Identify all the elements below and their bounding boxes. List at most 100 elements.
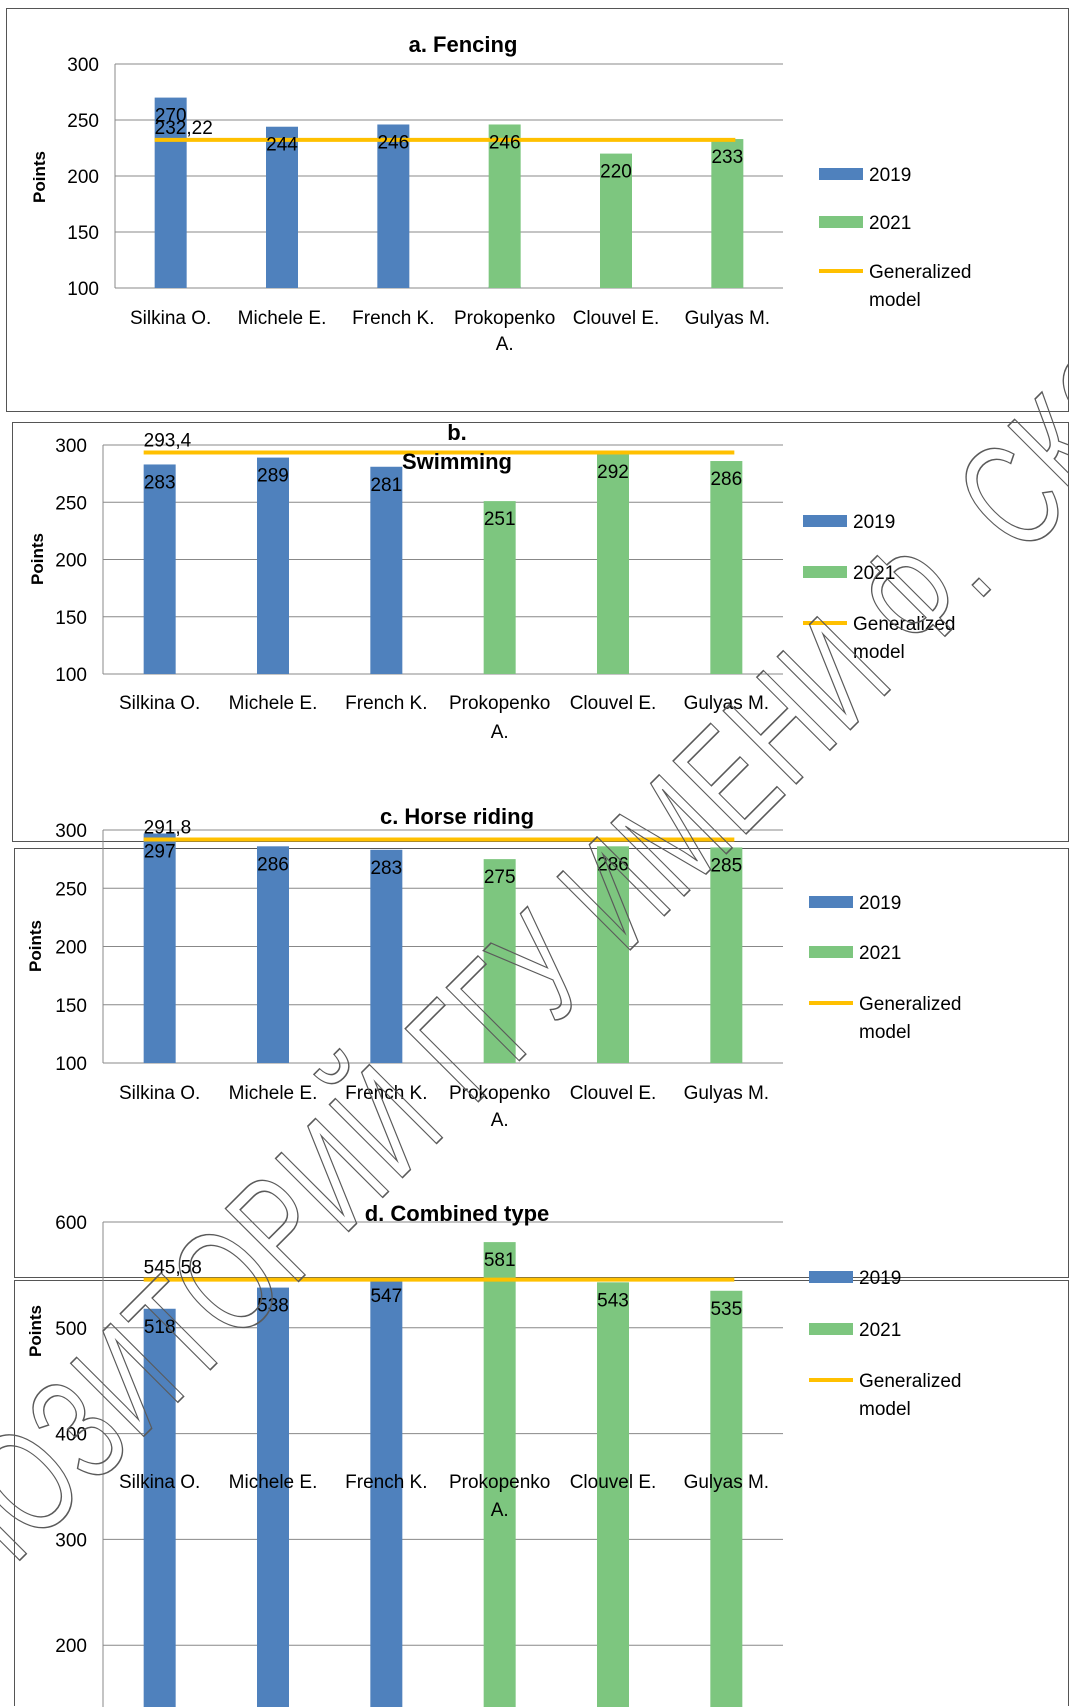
data-label: 275 [484, 867, 516, 888]
category-label: Gulyas M. [684, 1083, 770, 1104]
legend-swatch-2019 [809, 1271, 853, 1283]
category-label: Silkina O. [119, 693, 200, 714]
y-tick-label: 200 [55, 551, 87, 572]
chart-panel-swimming: 100 150 200 250 300 Points 293,4 283 289 281 251 29… [12, 420, 1069, 842]
data-label: 246 [377, 132, 409, 153]
data-label: 547 [370, 1286, 402, 1307]
y-tick-label: 300 [55, 1530, 87, 1551]
category-label: Silkina O. [130, 308, 211, 329]
chart-title-line1: b. [447, 420, 467, 445]
bar-2019-2 [257, 457, 289, 674]
legend-label-model-line2: model [853, 642, 905, 663]
legend-swatch-2021 [803, 566, 847, 578]
category-label: French K. [345, 1083, 427, 1104]
category-label: Clouvel E. [570, 693, 657, 714]
bar-2021-5 [597, 846, 629, 1063]
data-label: 292 [597, 462, 629, 483]
category-label: French K. [345, 693, 427, 714]
bar-2021-6 [710, 1290, 743, 1707]
legend-label-model-line2: model [859, 1399, 911, 1420]
data-label: 251 [484, 509, 516, 530]
y-tick-label: 300 [55, 436, 87, 457]
bar-2021-4 [483, 501, 516, 674]
category-label: Gulyas M. [684, 1472, 770, 1493]
data-label: 286 [597, 854, 629, 875]
y-tick-label: 600 [55, 1213, 87, 1234]
legend-label-2021: 2021 [859, 943, 901, 964]
legend-label-model-line2: model [859, 1022, 911, 1043]
category-label: Silkina O. [119, 1083, 200, 1104]
category-label: Clouvel E. [573, 308, 660, 329]
data-label: 270 [155, 106, 187, 127]
y-tick-label: 200 [55, 938, 87, 959]
legend-label-2019: 2019 [853, 512, 895, 533]
y-tick-label: 150 [55, 996, 87, 1017]
category-label: Michele E. [229, 1472, 318, 1493]
category-label: Silkina O. [119, 1472, 200, 1493]
y-tick-label: 250 [55, 879, 87, 900]
y-axis-label: Points [26, 1305, 45, 1357]
category-label: Clouvel E. [570, 1083, 657, 1104]
legend-label-model-line1: Generalized [869, 262, 971, 283]
category-label-wrap: A. [496, 334, 514, 355]
y-tick-label: 400 [55, 1425, 87, 1446]
y-tick-label: 100 [55, 665, 87, 686]
category-label-wrap: A. [491, 722, 509, 743]
y-axis-label: Points [28, 533, 47, 585]
category-label: Prokopenko [449, 693, 550, 714]
legend-swatch-2019 [809, 896, 853, 908]
generalized-model-label: 545,58 [144, 1258, 202, 1279]
bar-2019-3 [370, 1278, 403, 1707]
y-tick-label: 300 [67, 55, 99, 76]
bar-2019-1 [143, 833, 176, 1063]
y-axis-label: Points [30, 151, 49, 203]
y-tick-label: 100 [67, 279, 99, 300]
data-label: 543 [597, 1290, 629, 1311]
data-label: 283 [370, 858, 402, 879]
data-label: 285 [710, 855, 742, 876]
legend-swatch-2021 [819, 216, 863, 228]
bar-2021-6 [711, 139, 744, 288]
generalized-model-label: 232,22 [155, 118, 213, 139]
legend-label-model-line1: Generalized [859, 1371, 961, 1392]
category-label: Prokopenko [449, 1083, 550, 1104]
legend-swatch-2021 [809, 1323, 853, 1335]
bar-2019-2 [266, 126, 298, 288]
chart-title: a. Fencing [409, 32, 518, 57]
generalized-model-label: 293,4 [144, 431, 192, 452]
chart-title: d. Combined type [365, 1201, 550, 1226]
bar-2021-4 [488, 124, 521, 288]
data-label: 581 [484, 1250, 516, 1271]
bar-2019-2 [257, 846, 289, 1063]
data-label: 283 [144, 472, 176, 493]
y-tick-label: 300 [55, 821, 87, 842]
category-label: Prokopenko [454, 308, 555, 329]
bar-2021-5 [597, 454, 629, 674]
category-label: French K. [345, 1472, 427, 1493]
legend-label-2019: 2019 [869, 165, 911, 186]
category-label: Prokopenko [449, 1472, 550, 1493]
legend-label-2021: 2021 [869, 213, 911, 234]
y-tick-label: 100 [55, 1054, 87, 1075]
y-tick-label: 150 [67, 223, 99, 244]
y-axis-label: Points [26, 920, 45, 972]
category-label: Gulyas M. [684, 693, 770, 714]
bar-2019-3 [370, 849, 403, 1063]
data-label: 246 [489, 132, 521, 153]
category-label-wrap: A. [491, 1500, 509, 1521]
legend-swatch-2019 [803, 515, 847, 527]
data-label: 244 [266, 135, 298, 156]
y-tick-label: 200 [55, 1636, 87, 1657]
chart-title: c. Horse riding [380, 804, 534, 829]
bar-2019-1 [154, 97, 187, 288]
category-label: Michele E. [229, 1083, 318, 1104]
category-label: French K. [352, 308, 434, 329]
data-label: 286 [257, 854, 289, 875]
chart-panel-combined: 100200300400500600Points545,585185385475… [14, 1201, 1069, 1707]
data-label: 538 [257, 1296, 289, 1317]
legend-label-2021: 2021 [859, 1320, 901, 1341]
legend-label-model-line2: model [869, 290, 921, 311]
chart-swimming: 100 150 200 250 300 Points 293,4 283 289 281 251 29… [28, 420, 955, 743]
